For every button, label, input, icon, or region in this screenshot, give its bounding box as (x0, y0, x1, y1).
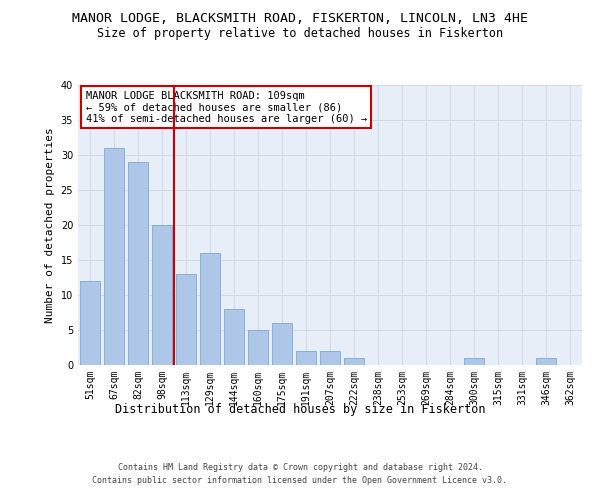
Text: MANOR LODGE BLACKSMITH ROAD: 109sqm
← 59% of detached houses are smaller (86)
41: MANOR LODGE BLACKSMITH ROAD: 109sqm ← 59… (86, 90, 367, 124)
Bar (80, 281, 100, 365)
Bar (104, 148, 124, 365)
Y-axis label: Number of detached properties: Number of detached properties (45, 127, 55, 323)
Bar (128, 162, 148, 365)
Bar (248, 330, 268, 365)
Bar (224, 309, 244, 365)
Text: Size of property relative to detached houses in Fiskerton: Size of property relative to detached ho… (97, 28, 503, 40)
Bar (272, 323, 292, 365)
Bar (344, 358, 364, 365)
Bar (464, 358, 484, 365)
Bar (200, 253, 220, 365)
Text: MANOR LODGE, BLACKSMITH ROAD, FISKERTON, LINCOLN, LN3 4HE: MANOR LODGE, BLACKSMITH ROAD, FISKERTON,… (72, 12, 528, 26)
Text: Contains HM Land Registry data © Crown copyright and database right 2024.: Contains HM Land Registry data © Crown c… (118, 462, 482, 471)
Text: Contains public sector information licensed under the Open Government Licence v3: Contains public sector information licen… (92, 476, 508, 485)
Bar (152, 225, 172, 365)
Text: Distribution of detached houses by size in Fiskerton: Distribution of detached houses by size … (115, 402, 485, 415)
Bar (296, 351, 316, 365)
Bar (536, 358, 556, 365)
Bar (176, 274, 196, 365)
Bar (320, 351, 340, 365)
